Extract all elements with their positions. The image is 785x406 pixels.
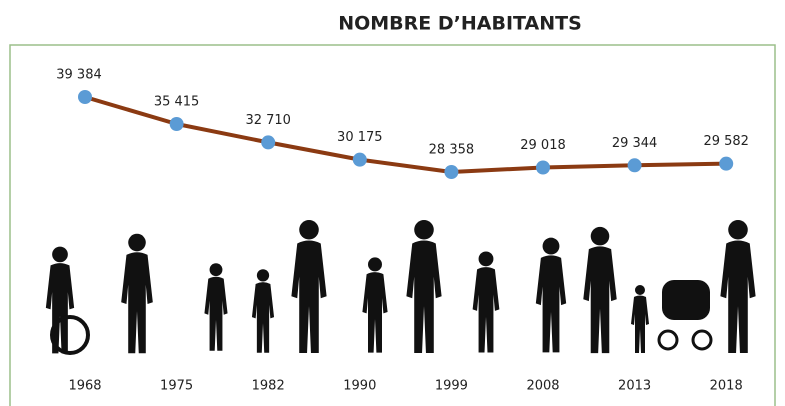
silhouette bbox=[720, 219, 756, 354]
marker bbox=[261, 135, 276, 150]
x-tick-label: 2013 bbox=[618, 379, 651, 394]
silhouette bbox=[535, 237, 567, 353]
stroller bbox=[662, 280, 710, 320]
marker bbox=[627, 158, 642, 173]
line bbox=[84, 95, 727, 174]
marker bbox=[78, 90, 92, 104]
silhouette bbox=[362, 257, 388, 353]
value-label: 39 384 bbox=[56, 68, 102, 83]
value-label: 29 018 bbox=[520, 138, 566, 153]
x-tick-label: 1968 bbox=[68, 379, 101, 394]
x-tick-label: 1990 bbox=[343, 379, 376, 394]
silhouette bbox=[251, 269, 275, 353]
value-label: 29 344 bbox=[612, 136, 658, 151]
silhouette bbox=[472, 251, 500, 353]
value-label: 29 582 bbox=[703, 134, 749, 149]
marker bbox=[719, 156, 734, 171]
frame bbox=[9, 44, 776, 406]
silhouette bbox=[631, 285, 649, 353]
silhouette bbox=[291, 219, 327, 354]
x-tick-label: 1975 bbox=[160, 379, 193, 394]
x-tick-label: 2008 bbox=[526, 379, 559, 394]
marker bbox=[169, 116, 184, 131]
wheel bbox=[691, 329, 713, 351]
silhouette bbox=[406, 219, 442, 354]
x-tick-label: 1999 bbox=[435, 379, 468, 394]
value-label: 32 710 bbox=[245, 113, 291, 128]
marker bbox=[444, 165, 459, 179]
silhouette bbox=[45, 246, 75, 354]
x-tick-label: 2018 bbox=[710, 379, 743, 394]
wheel bbox=[50, 315, 90, 355]
value-label: 35 415 bbox=[154, 94, 200, 109]
silhouette bbox=[583, 226, 617, 354]
silhouette bbox=[204, 263, 228, 351]
chart-title: NOMBRE D’HABITANTS bbox=[338, 13, 582, 35]
value-label: 30 175 bbox=[337, 130, 383, 145]
marker bbox=[536, 160, 550, 175]
marker bbox=[352, 152, 367, 167]
wheel bbox=[657, 329, 679, 351]
silhouette bbox=[121, 233, 153, 354]
value-label: 28 358 bbox=[429, 143, 475, 158]
x-tick-label: 1982 bbox=[252, 379, 285, 394]
silhouettes bbox=[45, 219, 756, 355]
